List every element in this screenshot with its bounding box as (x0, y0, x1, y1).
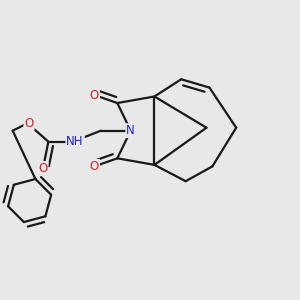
Text: N: N (126, 124, 135, 137)
Text: NH: NH (66, 135, 84, 148)
Text: O: O (90, 160, 99, 173)
Text: O: O (38, 162, 48, 175)
Text: O: O (90, 88, 99, 101)
Text: O: O (24, 117, 34, 130)
